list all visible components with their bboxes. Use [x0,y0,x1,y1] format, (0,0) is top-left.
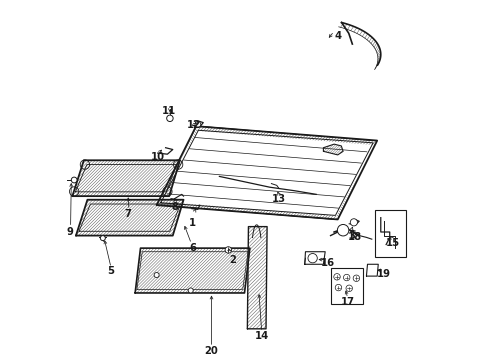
Text: 6: 6 [189,243,196,253]
Circle shape [307,253,317,263]
Text: 10: 10 [150,152,164,162]
Circle shape [166,115,173,122]
Text: 11: 11 [162,106,176,116]
Circle shape [154,273,159,278]
Circle shape [195,122,201,127]
Text: 15: 15 [385,238,399,248]
Text: 17: 17 [340,297,354,307]
Text: 3: 3 [348,231,355,241]
Text: 20: 20 [204,346,218,356]
Circle shape [335,284,341,291]
Circle shape [337,225,348,236]
Text: 9: 9 [67,227,74,237]
Text: 1: 1 [188,218,196,228]
Text: 19: 19 [376,269,390,279]
Text: 7: 7 [124,209,131,219]
Circle shape [349,219,357,226]
Text: 16: 16 [320,258,334,268]
FancyBboxPatch shape [375,211,405,257]
Circle shape [346,285,352,292]
Circle shape [343,274,349,281]
Text: 18: 18 [347,231,361,242]
Text: 4: 4 [333,31,341,41]
Circle shape [352,275,359,282]
Circle shape [71,177,77,183]
Text: 13: 13 [271,194,285,204]
Text: 5: 5 [107,266,114,276]
FancyBboxPatch shape [330,268,362,304]
Circle shape [188,288,193,293]
Text: 8: 8 [171,202,178,212]
Text: 2: 2 [229,255,236,265]
Circle shape [333,274,340,280]
Circle shape [224,247,231,253]
Circle shape [100,235,105,240]
Text: 14: 14 [254,330,268,341]
Text: 12: 12 [186,121,200,130]
